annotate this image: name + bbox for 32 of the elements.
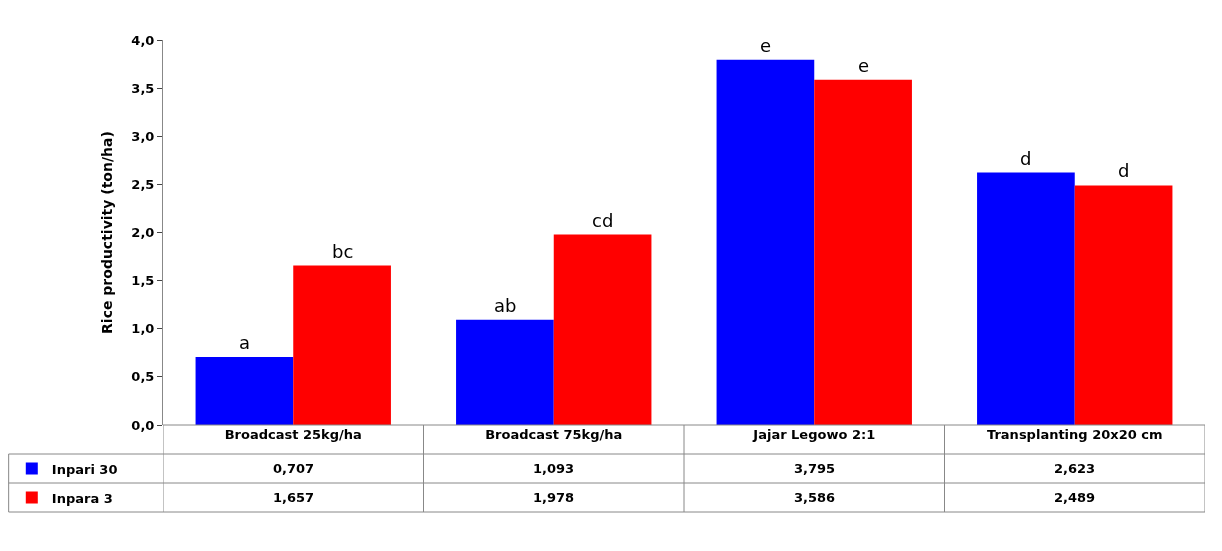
x-tick-label: Broadcast 75kg/ha bbox=[485, 427, 623, 442]
annotation: d bbox=[1118, 160, 1130, 181]
y-tick-label: 2,0 bbox=[131, 225, 155, 241]
data-label: 0,707 bbox=[273, 461, 315, 476]
x-tick-label: Broadcast 25kg/ha bbox=[224, 427, 362, 442]
annotation: e bbox=[858, 55, 870, 76]
y-axis-title: Rice productivity (ton/ha) bbox=[98, 131, 115, 334]
y-tick-label: 1,0 bbox=[131, 321, 155, 337]
data-label: 1,978 bbox=[533, 490, 575, 505]
annotation: ab bbox=[494, 295, 517, 316]
data-label: 1,657 bbox=[273, 490, 315, 505]
y-tick-label: 4,0 bbox=[131, 32, 155, 48]
y-tick-label: 3,0 bbox=[131, 128, 155, 144]
data-label: 2,623 bbox=[1054, 461, 1096, 476]
x-tick-label: Transplanting 20x20 cm bbox=[986, 427, 1163, 442]
data-label: 3,795 bbox=[794, 461, 836, 476]
y-tick-label: 2,5 bbox=[131, 176, 155, 192]
y-tick-label: 3,5 bbox=[131, 80, 155, 96]
x-tick-label: Jajar Legowo 2:1 bbox=[752, 427, 876, 442]
data-label: 3,586 bbox=[794, 490, 836, 505]
y-tick-label: 1,5 bbox=[131, 273, 155, 289]
annotation: a bbox=[239, 332, 251, 353]
y-tick-label: 0,0 bbox=[131, 417, 155, 433]
annotation: bc bbox=[332, 241, 354, 262]
legend-label: Inpari 30 bbox=[51, 461, 118, 477]
data-label: 1,093 bbox=[533, 461, 575, 476]
y-tick-label: 0,5 bbox=[131, 369, 155, 385]
annotation: cd bbox=[592, 210, 614, 231]
data-label: 2,489 bbox=[1054, 490, 1096, 505]
legend-label: Inpara 3 bbox=[51, 490, 113, 506]
annotation: e bbox=[760, 35, 772, 56]
annotation: d bbox=[1020, 148, 1032, 169]
